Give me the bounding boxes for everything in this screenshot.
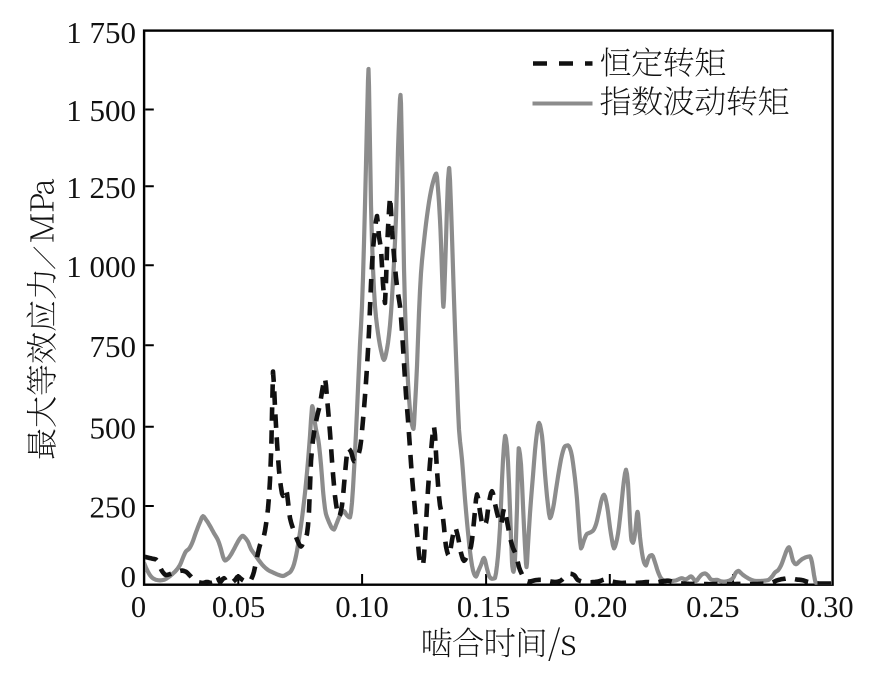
svg-text:750: 750 (90, 329, 137, 364)
svg-text:0.30: 0.30 (800, 590, 853, 624)
svg-text:1 250: 1 250 (66, 170, 136, 205)
svg-text:250: 250 (90, 490, 137, 525)
svg-text:0.05: 0.05 (212, 590, 265, 624)
svg-text:0.25: 0.25 (686, 590, 739, 624)
svg-text:0.20: 0.20 (574, 590, 627, 624)
svg-text:0: 0 (121, 559, 137, 594)
svg-text:500: 500 (90, 410, 137, 445)
svg-text:1 500: 1 500 (66, 93, 136, 128)
svg-text:1 000: 1 000 (66, 249, 136, 284)
svg-text:0.10: 0.10 (335, 590, 388, 624)
svg-text:1 750: 1 750 (66, 15, 136, 50)
svg-text:0: 0 (131, 590, 146, 624)
svg-text:0.15: 0.15 (457, 590, 510, 624)
